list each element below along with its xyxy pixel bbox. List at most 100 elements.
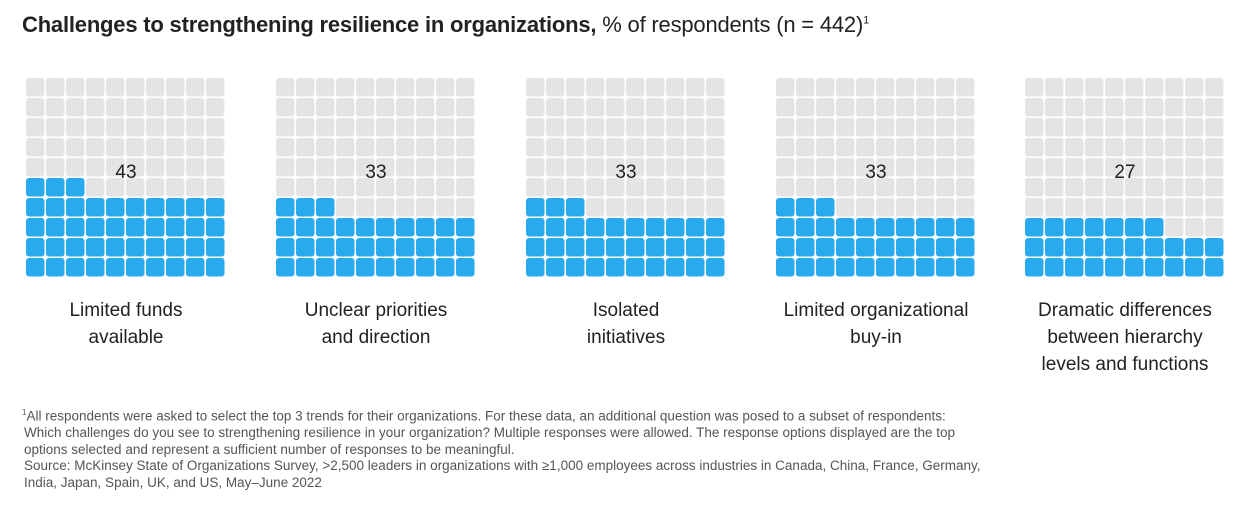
waffle-cell-empty xyxy=(916,98,935,117)
waffle-cell-empty xyxy=(456,198,475,217)
waffle-cell-filled xyxy=(206,218,225,237)
waffle-cell-filled xyxy=(896,258,915,277)
waffle-cell-empty xyxy=(316,158,335,177)
waffle-cell-empty xyxy=(1045,78,1064,97)
waffle-cell-empty xyxy=(436,178,455,197)
waffle-cell-empty xyxy=(396,98,415,117)
waffle-cell-empty xyxy=(396,198,415,217)
waffle-cell-filled xyxy=(356,258,375,277)
waffle-cell-empty xyxy=(876,78,895,97)
waffle-cell-filled xyxy=(896,238,915,257)
waffle-cell-filled xyxy=(586,258,605,277)
waffle-cell-filled xyxy=(316,218,335,237)
waffle-cell-empty xyxy=(126,178,145,197)
waffle-cell-empty xyxy=(876,198,895,217)
waffle-cell-empty xyxy=(276,98,295,117)
waffle-cell-filled xyxy=(1085,258,1104,277)
waffle-cell-empty xyxy=(336,198,355,217)
category-label-line: between hierarchy xyxy=(1047,327,1203,348)
waffle-cell-empty xyxy=(146,78,165,97)
waffle-cell-empty xyxy=(146,178,165,197)
waffle-cell-filled xyxy=(566,238,585,257)
waffle-cell-empty xyxy=(896,138,915,157)
waffle-cell-empty xyxy=(166,98,185,117)
waffle-cell-empty xyxy=(646,118,665,137)
waffle-cell-empty xyxy=(146,98,165,117)
waffle-cell-filled xyxy=(956,238,975,257)
waffle-cell-empty xyxy=(876,158,895,177)
chart-title-main: Challenges to strengthening resilience i… xyxy=(22,12,597,37)
waffle-cell-empty xyxy=(526,138,545,157)
waffle-cell-empty xyxy=(546,158,565,177)
waffle-cell-filled xyxy=(46,218,65,237)
waffle-cell-empty xyxy=(436,138,455,157)
waffle-cell-empty xyxy=(566,178,585,197)
waffle-cell-empty xyxy=(1045,138,1064,157)
waffle-cell-filled xyxy=(456,218,475,237)
waffle-cell-filled xyxy=(276,258,295,277)
waffle-cell-empty xyxy=(626,158,645,177)
waffle-cell-filled xyxy=(936,258,955,277)
waffle-cell-filled xyxy=(146,218,165,237)
waffle-cell-filled xyxy=(336,238,355,257)
waffle-cell-filled xyxy=(566,258,585,277)
waffle-cell-empty xyxy=(186,78,205,97)
waffle-cell-empty xyxy=(206,158,225,177)
waffle-cell-empty xyxy=(1185,78,1204,97)
waffle-cell-empty xyxy=(876,98,895,117)
waffle-cell-empty xyxy=(336,118,355,137)
waffle-cell-empty xyxy=(646,178,665,197)
waffle-cell-filled xyxy=(606,218,625,237)
waffle-cell-empty xyxy=(376,158,395,177)
waffle-cell-empty xyxy=(1065,78,1084,97)
waffle-cell-filled xyxy=(1145,238,1164,257)
category-label: Limited funds available xyxy=(6,297,246,351)
waffle-cell-empty xyxy=(126,98,145,117)
waffle-cell-empty xyxy=(586,178,605,197)
waffle-cell-empty xyxy=(586,198,605,217)
waffle-cell-empty xyxy=(1145,178,1164,197)
waffle-cell-empty xyxy=(1025,198,1044,217)
waffle-cell-filled xyxy=(526,218,545,237)
waffle-cell-empty xyxy=(336,98,355,117)
waffle-cell-empty xyxy=(186,118,205,137)
waffle-cell-empty xyxy=(456,78,475,97)
waffle-cell-empty xyxy=(1165,158,1184,177)
waffle-cell-empty xyxy=(1145,158,1164,177)
waffle-cell-filled xyxy=(1185,238,1204,257)
waffle-cell-empty xyxy=(86,178,105,197)
category-label-line: and direction xyxy=(321,327,431,348)
waffle-cell-filled xyxy=(66,238,85,257)
waffle-cell-empty xyxy=(566,98,585,117)
waffle-cell-filled xyxy=(1045,238,1064,257)
waffle-cell-empty xyxy=(936,98,955,117)
waffle-cell-empty xyxy=(1165,178,1184,197)
waffle-cell-empty xyxy=(416,198,435,217)
waffle-cell-empty xyxy=(1105,78,1124,97)
waffle-cell-empty xyxy=(686,118,705,137)
waffle-cell-empty xyxy=(1165,118,1184,137)
waffle-cell-empty xyxy=(1045,198,1064,217)
waffle-cell-empty xyxy=(666,78,685,97)
waffle-cell-filled xyxy=(566,218,585,237)
waffle-cell-filled xyxy=(126,238,145,257)
waffle-cell-filled xyxy=(686,218,705,237)
waffle-cell-empty xyxy=(456,138,475,157)
waffle-cell-empty xyxy=(956,198,975,217)
waffle-cell-empty xyxy=(686,158,705,177)
waffle-cell-filled xyxy=(456,258,475,277)
waffle-cell-empty xyxy=(46,158,65,177)
waffle-cell-empty xyxy=(1205,198,1224,217)
waffle-cell-empty xyxy=(166,178,185,197)
waffle-cell-empty xyxy=(876,138,895,157)
waffle-cell-empty xyxy=(626,138,645,157)
waffle-cell-empty xyxy=(86,118,105,137)
waffle-cell-filled xyxy=(706,238,725,257)
waffle-cell-filled xyxy=(376,218,395,237)
waffle-cell-empty xyxy=(646,98,665,117)
waffle-cell-empty xyxy=(776,178,795,197)
waffle-cell-empty xyxy=(1085,98,1104,117)
waffle-cell-filled xyxy=(86,258,105,277)
waffle-cell-empty xyxy=(1165,218,1184,237)
waffle-cell-empty xyxy=(206,178,225,197)
